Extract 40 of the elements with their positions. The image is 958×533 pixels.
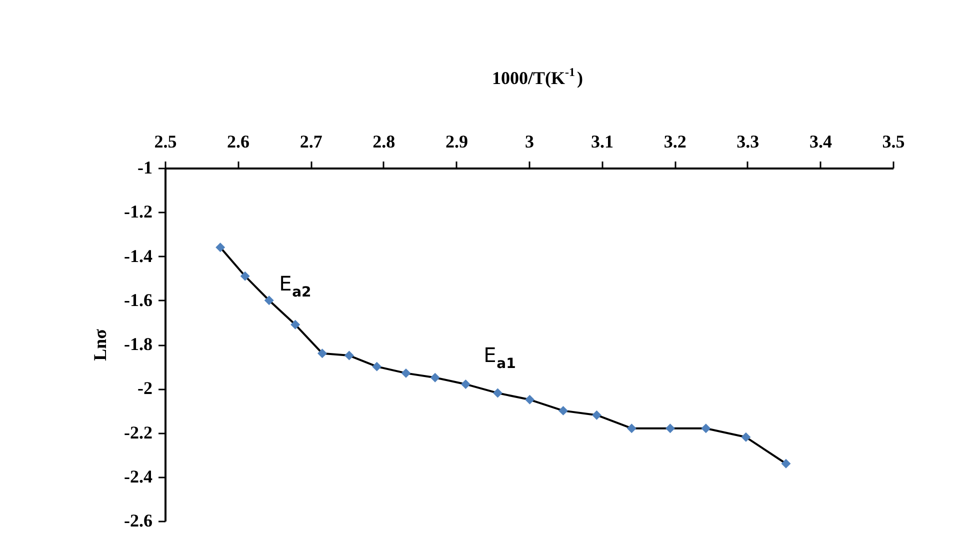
y-tick-label: -2.4 (124, 466, 152, 486)
y-tick-label: -1.2 (124, 202, 152, 222)
x-tick-label: 2.7 (300, 132, 322, 152)
point (665, 424, 675, 434)
point (492, 388, 502, 398)
point (430, 372, 440, 382)
point (240, 271, 250, 281)
y-axis-title: Lnσ (90, 328, 110, 361)
x-tick-label: 3 (525, 132, 534, 152)
x-tick-label: 2.9 (445, 132, 468, 152)
point (524, 394, 534, 404)
y-tick-label: -1.4 (124, 246, 152, 266)
point (290, 320, 300, 330)
x-tick-label: 2.6 (227, 132, 250, 152)
y-tick-label: -1 (138, 158, 152, 178)
point (401, 368, 411, 378)
x-tick-label: 2.5 (154, 132, 177, 152)
y-tick-label: -2 (138, 378, 152, 398)
point (460, 379, 470, 389)
y-tick-label: -1.8 (124, 334, 152, 354)
x-tick-label: 3.2 (664, 132, 686, 152)
point (372, 362, 382, 372)
point (264, 296, 274, 306)
x-tick-label: 2.8 (372, 132, 396, 152)
x-tick-label: 3.5 (882, 132, 905, 152)
x-tick-label: 3.4 (809, 132, 832, 152)
point (781, 458, 791, 468)
point (216, 242, 226, 252)
x-tick-label: 3.3 (736, 132, 760, 152)
y-tick-label: -2.6 (124, 510, 152, 530)
point (592, 410, 602, 420)
y-tick-label: -2.2 (124, 422, 152, 442)
y-tick-label: -1.6 (124, 290, 152, 310)
point (344, 350, 354, 360)
point (701, 424, 711, 434)
point (741, 432, 751, 442)
point (558, 406, 568, 416)
point (318, 348, 327, 358)
point (626, 424, 636, 434)
x-tick-label: 3.1 (591, 132, 614, 152)
